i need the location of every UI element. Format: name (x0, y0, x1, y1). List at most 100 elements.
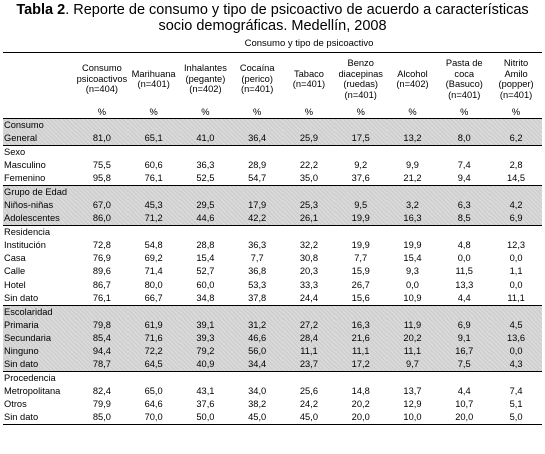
value-cell (76, 146, 128, 160)
value-cell: 7,4 (509, 385, 523, 396)
row-label: Institución (4, 240, 46, 251)
value-cell: 56,0 (231, 344, 284, 358)
section-header-row: Consumo (3, 118, 542, 132)
table-row: Niños-niñas 67,0 45,3 29,5 17,9 25,3 9,5 3,2 6,3… (3, 199, 542, 213)
value-cell: 52,5 (179, 172, 232, 187)
value-cell: 11,9 (386, 318, 439, 332)
table-row: Hotel 86,7 80,0 60,0 53,3 33,3 26,7 0,0 13,3 0,0 (3, 278, 542, 291)
table-row: Sin dato 85,0 70,0 50,0 45,0 45,0 20,0 10,0 20,0… (3, 411, 542, 426)
value-cell (490, 146, 542, 160)
value-cell: 61,9 (127, 318, 180, 332)
value-cell: 6,9 (438, 318, 491, 332)
value-cell: 9,7 (386, 357, 439, 372)
value-cell: 79,8 (76, 318, 128, 332)
row-label: Grupo de Edad (3, 185, 76, 200)
value-cell: 5,0 (490, 411, 542, 426)
value-cell (127, 305, 180, 319)
value-cell: 24,4 (283, 291, 335, 306)
value-cell (128, 371, 180, 385)
table-row: Institución 72,8 54,8 28,8 36,3 32,2 19,9 19,9 4… (3, 239, 542, 252)
table-title: Tabla 2. Reporte de consumo y tipo de ps… (0, 2, 545, 34)
value-cell: 42,2 (231, 212, 284, 227)
unit-cell: % (334, 105, 387, 119)
row-label: Casa (4, 253, 26, 264)
unit-cell: % (283, 105, 335, 119)
value-cell (283, 118, 335, 132)
value-cell: 9,1 (438, 331, 491, 345)
unit-cell: % (179, 105, 232, 119)
table-row: Casa 76,9 69,2 15,4 7,7 30,8 7,7 15,4 0,0 0,0 (3, 252, 542, 265)
row-label: Otros (4, 398, 27, 409)
value-cell: 79,2 (179, 344, 232, 358)
value-cell: 13,7 (403, 385, 422, 396)
value-cell: 30,8 (299, 253, 318, 264)
value-cell: 11,1 (283, 344, 335, 358)
row-label: Sexo (4, 147, 26, 157)
value-cell: 45,0 (283, 411, 335, 426)
table-body: Consumo General 81,0 65,1 41,0 36,4 25,9 17,5 13… (3, 118, 542, 426)
value-cell: 53,3 (248, 279, 267, 290)
value-cell: 81,0 (76, 132, 128, 146)
value-cell: 0,0 (509, 253, 523, 264)
value-cell: 32,2 (299, 240, 318, 251)
value-cell: 17,9 (231, 199, 284, 213)
value-cell: 19,9 (351, 240, 370, 251)
unit-cell: % (127, 105, 180, 119)
table-caption: . Reporte de consumo y tipo de psicoacti… (65, 2, 529, 34)
value-cell (231, 185, 284, 200)
column-header: Marihuana (n=401) (127, 52, 180, 105)
column-header-row: Consumo psicoactivos (n=404) Marihuana (n=40… (3, 52, 542, 105)
value-cell: 36,3 (248, 240, 267, 251)
row-label: Procedencia (4, 372, 56, 383)
table-row: General 81,0 65,1 41,0 36,4 25,9 17,5 13,2 8,0 6,… (3, 132, 542, 146)
value-cell: 27,2 (283, 318, 335, 332)
value-cell: 50,0 (179, 411, 232, 426)
value-cell: 7,7 (354, 253, 368, 264)
value-cell: 8,0 (438, 132, 491, 146)
value-cell: 15,6 (334, 291, 387, 306)
value-cell: 35,0 (283, 172, 335, 187)
value-cell: 78,7 (76, 357, 128, 372)
value-cell: 85,4 (76, 331, 128, 345)
section-header-row: Sexo (3, 146, 542, 160)
value-cell: 60,6 (144, 160, 163, 171)
value-cell: 6,2 (490, 132, 542, 146)
value-cell: 29,5 (179, 199, 232, 213)
column-header: Inhalantes (pegante) (n=402) (179, 52, 232, 105)
value-cell: 86,7 (92, 279, 111, 290)
value-cell: 13,6 (490, 331, 542, 345)
value-cell: 15,4 (403, 253, 422, 264)
value-cell (231, 146, 283, 160)
value-cell: 12,9 (403, 398, 422, 409)
value-cell: 23,7 (283, 357, 335, 372)
table-row: Sin dato 78,7 64,5 40,9 34,4 23,7 17,2 9,7 7,5 4,… (3, 357, 542, 372)
column-header: Tabaco (n=401) (283, 52, 335, 105)
value-cell: 11,5 (455, 266, 473, 277)
value-cell: 43,1 (196, 385, 215, 396)
value-cell (490, 305, 542, 319)
value-cell: 4,8 (457, 240, 471, 251)
value-cell: 66,7 (127, 291, 180, 306)
value-cell: 80,0 (144, 279, 163, 290)
value-cell: 2,8 (509, 160, 523, 171)
value-cell (387, 371, 439, 385)
value-cell: 28,8 (196, 240, 215, 251)
table-row: Adolescentes 86,0 71,2 44,6 42,2 26,1 19,9 16,3… (3, 212, 542, 227)
value-cell: 22,2 (299, 160, 318, 171)
value-cell (180, 226, 232, 240)
value-cell: 16,3 (386, 212, 439, 227)
value-cell (334, 185, 387, 200)
value-cell: 4,4 (457, 385, 471, 396)
value-cell: 72,8 (92, 240, 111, 251)
value-cell: 20,0 (438, 411, 491, 426)
table-row: Sin dato 76,1 66,7 34,8 37,8 24,4 15,6 10,9 4,4 1… (3, 291, 542, 306)
value-cell: 95,8 (76, 172, 128, 187)
value-cell (490, 185, 542, 200)
column-header: Nitrito Amilo (popper) (n=401) (490, 52, 542, 105)
value-cell: 4,4 (438, 291, 491, 306)
value-cell: 37,6 (196, 398, 215, 409)
value-cell: 11,1 (334, 344, 387, 358)
value-cell (335, 146, 387, 160)
value-cell: 54,7 (231, 172, 284, 187)
table-row: Otros 79,9 64,6 37,6 38,2 24,2 20,2 12,9 10,7 5,1 (3, 398, 542, 411)
